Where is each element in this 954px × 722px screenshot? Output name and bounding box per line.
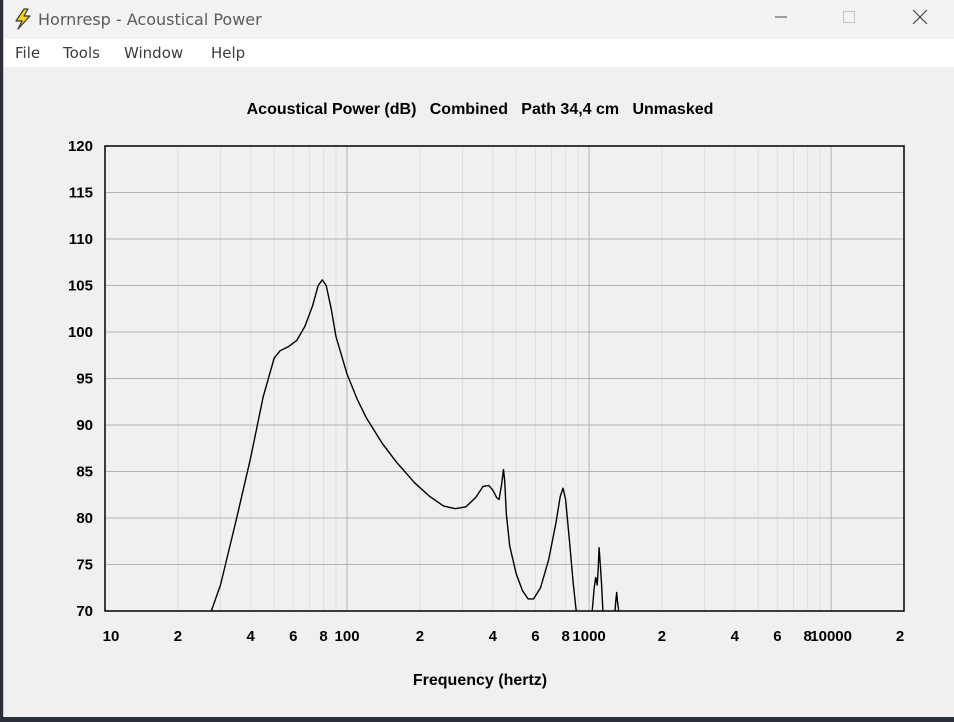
- y-tick-label: 95: [76, 371, 93, 388]
- menu-file[interactable]: File: [15, 44, 41, 62]
- x-tick-label: 8: [561, 628, 569, 645]
- x-tick-label: 2: [174, 628, 182, 645]
- y-tick-label: 70: [76, 603, 93, 620]
- y-tick-label: 120: [68, 138, 93, 155]
- x-tick-label: 100: [335, 628, 360, 645]
- menu-help[interactable]: Help: [211, 44, 246, 62]
- x-tick-label: 10: [103, 628, 120, 645]
- chart-area: Acoustical Power (dB) Combined Path 34,4…: [4, 67, 954, 717]
- y-tick-label: 80: [76, 510, 93, 527]
- minimize-icon: [774, 10, 788, 29]
- menu-window[interactable]: Window: [124, 44, 184, 62]
- x-tick-label: 2: [416, 628, 424, 645]
- x-tick-label: 2: [658, 628, 666, 645]
- y-tick-label: 100: [68, 324, 93, 341]
- lightning-bolt-icon: [12, 8, 34, 30]
- response-curve-segment: [210, 279, 577, 612]
- x-tick-label: 6: [531, 628, 539, 645]
- y-tick-label: 105: [68, 278, 93, 295]
- y-tick-label: 85: [76, 464, 93, 481]
- response-curve-segment: [591, 547, 604, 612]
- x-tick-label: 4: [247, 628, 256, 645]
- response-curve-segment: [614, 591, 620, 612]
- minimize-button[interactable]: [758, 0, 804, 39]
- x-tick-label: 2: [896, 628, 904, 645]
- window-title: Hornresp - Acoustical Power: [38, 10, 262, 29]
- maximize-button[interactable]: [826, 0, 872, 39]
- x-tick-label: 4: [731, 628, 740, 645]
- x-tick-label: 4: [489, 628, 498, 645]
- close-button[interactable]: [897, 0, 943, 39]
- menu-bar: File Tools Window Help: [4, 39, 954, 67]
- y-tick-label: 110: [69, 231, 93, 248]
- title-bar[interactable]: Hornresp - Acoustical Power: [4, 0, 954, 39]
- y-tick-label: 115: [69, 185, 93, 202]
- acoustical-power-chart: Acoustical Power (dB) Combined Path 34,4…: [68, 101, 905, 689]
- y-tick-label: 90: [76, 417, 93, 434]
- plot-frame: [104, 145, 905, 612]
- x-axis-label: Frequency (hertz): [413, 672, 547, 689]
- y-tick-label: 75: [76, 557, 93, 574]
- x-tick-label: 10000: [810, 628, 852, 645]
- close-icon: [912, 9, 928, 30]
- chart-title: Acoustical Power (dB) Combined Path 34,4…: [247, 101, 714, 118]
- menu-tools[interactable]: Tools: [63, 44, 100, 62]
- x-tick-label: 8: [804, 628, 812, 645]
- x-tick-label: 6: [773, 628, 781, 645]
- maximize-icon: [842, 10, 856, 29]
- x-tick-label: 6: [289, 628, 297, 645]
- x-tick-label: 8: [319, 628, 327, 645]
- x-tick-label: 1000: [572, 628, 605, 645]
- app-window: Hornresp - Acoustical Power File Tools W…: [3, 0, 954, 717]
